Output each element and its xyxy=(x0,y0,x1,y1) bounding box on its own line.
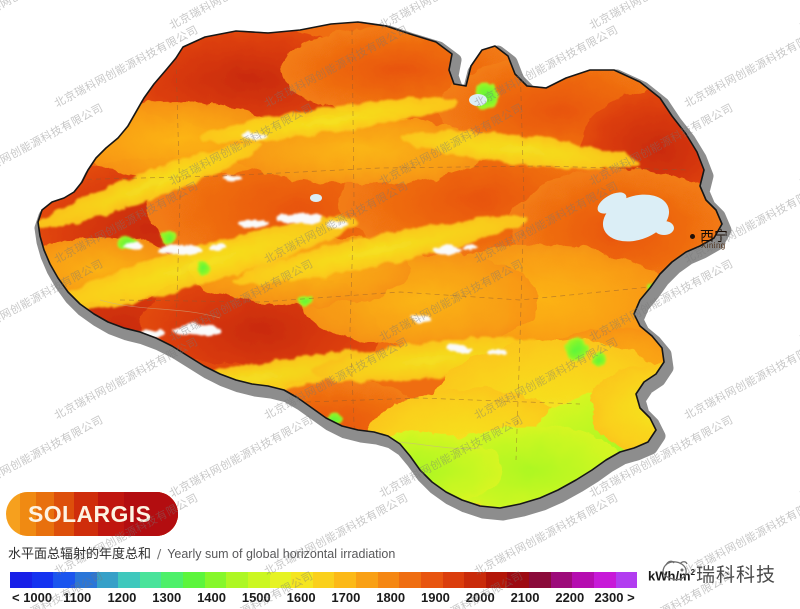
legend-tick-9: 1900 xyxy=(420,590,450,605)
legend-swatch-7 xyxy=(161,572,183,588)
legend-tick-10: 2000 xyxy=(465,590,495,605)
legend-tick-12: 2200 xyxy=(555,590,585,605)
legend-swatch-21 xyxy=(464,572,486,588)
legend-swatch-6 xyxy=(139,572,162,588)
lakes-minor xyxy=(310,94,487,202)
legend-swatch-26 xyxy=(572,572,594,588)
legend-color-bar[interactable] xyxy=(10,572,638,588)
solargis-logo-text: SOLARGIS xyxy=(28,501,151,527)
legend-swatch-18 xyxy=(399,572,421,588)
city-label-cn: 西宁 xyxy=(700,229,728,245)
legend-swatch-1 xyxy=(31,572,54,588)
legend-swatch-3 xyxy=(74,572,97,588)
legend-swatch-16 xyxy=(356,572,378,588)
legend-tick-8: 1800 xyxy=(376,590,406,605)
legend-swatch-14 xyxy=(312,572,335,588)
solargis-logo-graphic: SOLARGIS xyxy=(6,492,178,536)
irradiation-raster-map xyxy=(34,21,732,521)
legend-tick-1: 1100 xyxy=(63,590,92,605)
caption-english: Yearly sum of global horizontal irradiat… xyxy=(167,547,396,561)
legend-swatch-12 xyxy=(269,572,292,588)
legend-swatch-10 xyxy=(226,572,248,588)
legend-swatch-11 xyxy=(247,572,270,588)
legend-swatch-0 xyxy=(10,572,32,588)
legend-swatch-4 xyxy=(96,572,119,588)
map-caption: 水平面总辐射的年度总和 / Yearly sum of global horiz… xyxy=(8,543,395,562)
legend-swatch-15 xyxy=(334,572,356,588)
legend-tick-13: 2300 > xyxy=(594,590,635,605)
legend-swatch-5 xyxy=(118,572,140,588)
legend-tick-0: < 1000 xyxy=(12,590,53,605)
legend-tick-6: 1600 xyxy=(286,590,316,605)
lake-qinghai xyxy=(597,192,674,242)
legend-swatch-20 xyxy=(442,572,465,588)
solargis-logo[interactable]: SOLARGIS xyxy=(6,492,178,536)
region-outline xyxy=(37,21,723,509)
legend-swatch-2 xyxy=(53,572,75,588)
legend-swatch-13 xyxy=(291,572,313,588)
legend-swatch-8 xyxy=(183,572,205,588)
legend-tick-labels: < 1000 1100 1200 1300 1400 1500 1600 1700 1800 19… xyxy=(0,590,800,608)
legend-swatch-24 xyxy=(529,572,551,588)
legend-swatch-25 xyxy=(550,572,573,588)
legend-swatch-23 xyxy=(507,572,529,588)
legend-tick-3: 1300 xyxy=(152,590,182,605)
caption-chinese: 水平面总辐射的年度总和 xyxy=(8,547,152,562)
legend-tick-7: 1700 xyxy=(331,590,361,605)
city-label-en: Xining xyxy=(701,241,726,250)
legend-tick-5: 1500 xyxy=(241,590,271,605)
brand-corner-text: 瑞科科技 xyxy=(696,564,777,586)
brand-bird-icon xyxy=(662,560,688,581)
irradiation-color-legend[interactable]: < 1000 1100 1200 1300 1400 1500 1600 1700 1800 19… xyxy=(0,568,800,609)
caption-separator: / xyxy=(157,546,162,561)
legend-tick-4: 1400 xyxy=(197,590,226,605)
brand-corner[interactable]: 瑞科科技 xyxy=(660,556,796,592)
legend-tick-2: 1200 xyxy=(107,590,137,605)
legend-swatch-9 xyxy=(204,572,227,588)
map-canvas[interactable]: 西宁 Xining xyxy=(0,0,800,540)
legend-swatch-27 xyxy=(593,572,616,588)
legend-swatch-19 xyxy=(420,572,443,588)
legend-swatch-22 xyxy=(485,572,508,588)
legend-swatch-17 xyxy=(377,572,400,588)
legend-swatch-28 xyxy=(615,572,638,588)
legend-tick-11: 2100 xyxy=(510,590,540,605)
internal-boundaries xyxy=(59,29,691,471)
city-dot-icon xyxy=(690,234,695,239)
